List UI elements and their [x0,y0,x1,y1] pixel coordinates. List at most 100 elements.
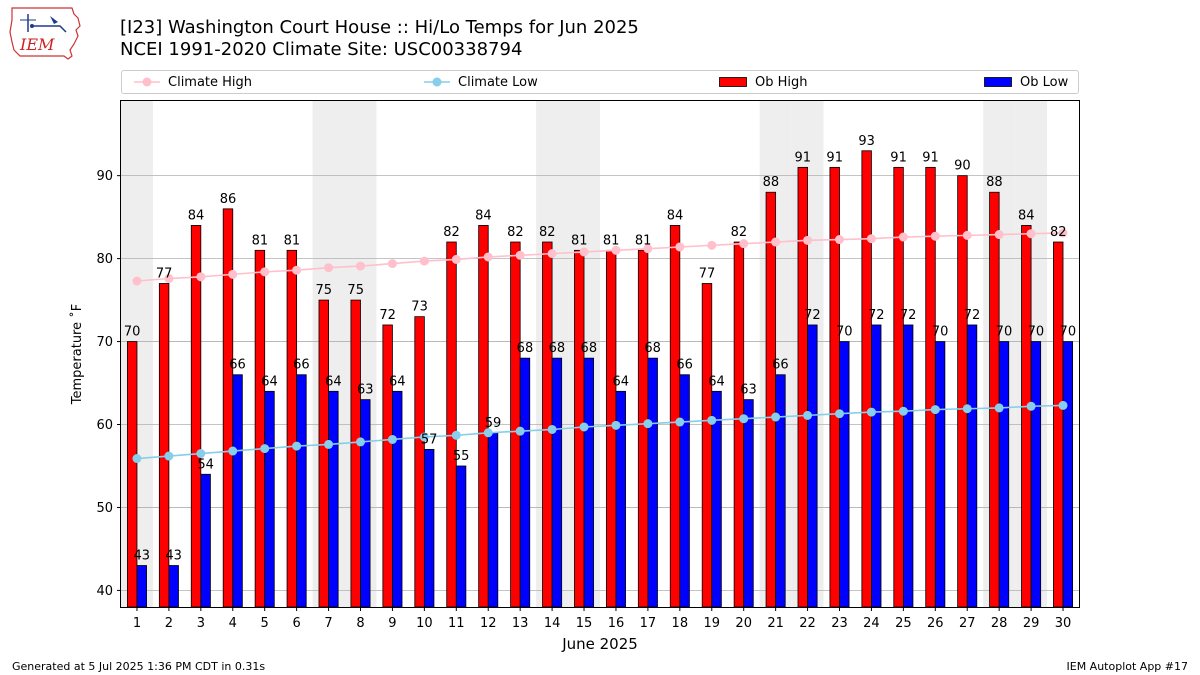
bar-ob-low [264,390,275,608]
point-climate-high [866,234,876,244]
point-climate-low [579,422,589,432]
label-ob-low: 59 [485,416,502,431]
bar-ob-low [455,465,467,608]
bars [126,150,1074,608]
bar-ob-low [583,357,595,608]
point-climate-high [898,232,908,242]
footer-app: IEM Autoplot App #17 [1066,660,1189,673]
bar-ob-high [446,241,457,608]
x-tick-label: 30 [1055,616,1072,631]
legend-label-climate-high: Climate High [168,74,253,90]
legend-label-ob-low: Ob Low [1020,74,1069,90]
bar-ob-low [487,432,499,608]
point-climate-high [611,245,621,255]
label-ob-high: 75 [316,283,333,298]
label-ob-high: 86 [220,192,237,207]
point-climate-low [962,404,972,414]
x-tick-label: 14 [544,616,561,631]
line-climate-high [136,232,1064,282]
point-climate-low [643,419,653,429]
y-tick-label: 50 [96,501,113,516]
label-ob-high: 82 [1050,225,1067,240]
x-tick-label: 29 [1023,616,1040,631]
bar-ob-high [957,175,968,608]
point-climate-low [1026,401,1036,411]
x-tick-label: 26 [927,616,944,631]
x-tick-label: 11 [448,616,465,631]
bar-ob-high [542,241,553,608]
x-tick-label: 23 [831,616,848,631]
point-climate-low [419,432,429,442]
label-ob-low: 70 [1028,325,1045,340]
legend-label-climate-low: Climate Low [458,74,538,90]
label-ob-low: 68 [549,341,566,356]
legend-label-ob-high: Ob High [755,74,808,90]
point-climate-low [387,434,397,444]
bar-ob-low [934,341,946,608]
point-climate-low [771,412,781,422]
label-ob-low: 68 [517,341,534,356]
label-ob-low: 72 [964,308,981,323]
legend-item-ob-high: Ob High [719,71,808,93]
point-climate-low [324,439,334,449]
label-ob-high: 84 [667,208,684,223]
bar-ob-high [989,191,1000,608]
x-tick-label: 13 [512,616,529,631]
y-tick-label: 90 [96,169,113,184]
legend-item-climate-high: Climate High [134,71,252,93]
bar-ob-high [701,283,713,608]
point-climate-high [930,231,940,241]
point-climate-low [866,407,876,417]
point-climate-high [707,240,717,250]
bar-ob-low [966,324,978,608]
point-climate-high [419,256,429,266]
point-climate-low [451,430,461,440]
point-climate-low [164,451,174,461]
label-ob-high: 72 [379,308,396,323]
x-tick-label: 16 [608,616,625,631]
label-ob-high: 82 [731,225,748,240]
x-tick-label: 18 [672,616,689,631]
point-climate-high [483,252,493,262]
chart-title: [I23] Washington Court House :: Hi/Lo Te… [120,17,639,38]
iem-logo: IEM [8,6,84,64]
y-axis-label: Temperature ˚F [69,304,85,405]
label-ob-high: 90 [954,159,971,174]
label-ob-high: 77 [699,266,716,281]
label-ob-high: 82 [443,225,460,240]
x-tick-label: 9 [388,616,396,631]
label-ob-high: 91 [826,150,843,165]
bar-ob-low [839,341,850,608]
bar-ob-low [392,390,403,608]
label-ob-high: 88 [763,175,780,190]
footer-generated: Generated at 5 Jul 2025 1:36 PM CDT in 0… [12,660,266,673]
x-tick-label: 7 [324,616,332,631]
point-climate-low [292,441,302,451]
label-ob-high: 81 [635,233,652,248]
point-climate-high [260,267,270,277]
label-ob-high: 70 [124,325,141,340]
bar-ob-high [829,166,840,608]
point-climate-high [835,235,844,245]
y-tick-label: 60 [96,418,113,433]
legend-swatch-ob-high [719,77,747,87]
point-climate-high [803,235,813,245]
x-tick-label: 20 [735,616,752,631]
point-climate-high [324,263,334,273]
point-climate-high [164,274,174,284]
point-climate-low [675,417,685,427]
label-ob-high: 88 [986,175,1003,190]
point-climate-low [898,406,908,416]
label-ob-low: 64 [325,374,342,389]
x-tick-label: 10 [416,616,433,631]
x-axis-label: June 2025 [561,635,638,653]
x-tick-label: 25 [895,616,912,631]
point-climate-high [994,230,1004,240]
bar-ob-low [519,357,531,608]
point-climate-low [356,437,365,447]
x-tick-label: 12 [480,616,497,631]
iem-logo-graphic: IEM [9,7,81,60]
bar-ob-low [423,448,435,608]
label-ob-low: 66 [772,358,789,373]
label-ob-low: 63 [357,383,374,398]
